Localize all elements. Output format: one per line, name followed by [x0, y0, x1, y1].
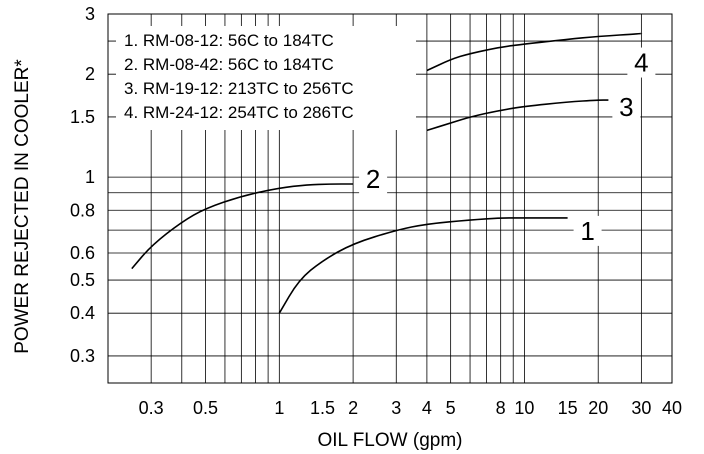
x-tick-label: 0.5	[193, 398, 218, 418]
series-labels: 1 2 34	[359, 47, 656, 246]
x-tick-label: 3	[391, 398, 401, 418]
x-axis-label: OIL FLOW (gpm)	[318, 430, 463, 451]
x-tick-label: 5	[446, 398, 456, 418]
y-tick-label: 0.6	[70, 243, 95, 263]
series-line-2	[131, 183, 354, 270]
y-tick-label: 3	[85, 4, 95, 24]
legend-entry: 4. RM-24-12: 254TC to 286TC	[124, 103, 354, 122]
plot-frame	[107, 13, 673, 384]
legend-entry: 3. RM-19-12: 213TC to 256TC	[124, 79, 354, 98]
y-tick-label: 1	[85, 167, 95, 187]
y-tick-label: 1.5	[70, 107, 95, 127]
legend-box	[116, 26, 416, 130]
series-label-bg	[627, 47, 656, 78]
legend: 1. RM-08-12: 56C to 184TC 2. RM-08-42: 56…	[116, 26, 416, 130]
series-label-bg	[612, 92, 641, 123]
x-tick-label: 20	[588, 398, 608, 418]
x-tick-label: 10	[514, 398, 534, 418]
y-tick-label: 0.3	[70, 346, 95, 366]
x-tick-label: 1.5	[310, 398, 335, 418]
x-tick-label: 2	[348, 398, 358, 418]
x-tick-label: 40	[662, 398, 682, 418]
x-tick-label: 30	[631, 398, 651, 418]
series-label: 1	[580, 216, 594, 246]
x-tick-label: 0.3	[139, 398, 164, 418]
legend-entry: 2. RM-08-42: 56C to 184TC	[124, 55, 334, 74]
series-label: 2	[366, 164, 380, 194]
legend-entry: 1. RM-08-12: 56C to 184TC	[124, 31, 334, 50]
y-tick-label: 0.5	[70, 270, 95, 290]
y-tick-labels: 0.3 0.4 0.5 0.6 0.8 1 1.5 2 3	[70, 4, 95, 366]
x-tick-labels: 0.3 0.5 1 1.5 2 3 4 5 8 10 15 20 30 40	[139, 398, 682, 418]
series-line-4	[426, 32, 643, 72]
series-label-bg	[573, 215, 602, 246]
y-tick-label: 0.4	[70, 303, 95, 323]
series-lines	[131, 32, 643, 314]
y-tick-label: 0.8	[70, 200, 95, 220]
y-tick-label: 2	[85, 64, 95, 84]
x-tick-label: 15	[558, 398, 578, 418]
series-line-3	[426, 99, 609, 132]
series-line-1	[278, 217, 568, 314]
y-axis-label: POWER REJECTED IN COOLER*	[12, 59, 33, 354]
x-tick-label: 1	[274, 398, 284, 418]
x-tick-label: 4	[422, 398, 432, 418]
x-tick-label: 8	[496, 398, 506, 418]
series-label-bg	[359, 163, 388, 194]
series-label: 3	[619, 92, 633, 122]
series-label: 4	[634, 48, 648, 78]
